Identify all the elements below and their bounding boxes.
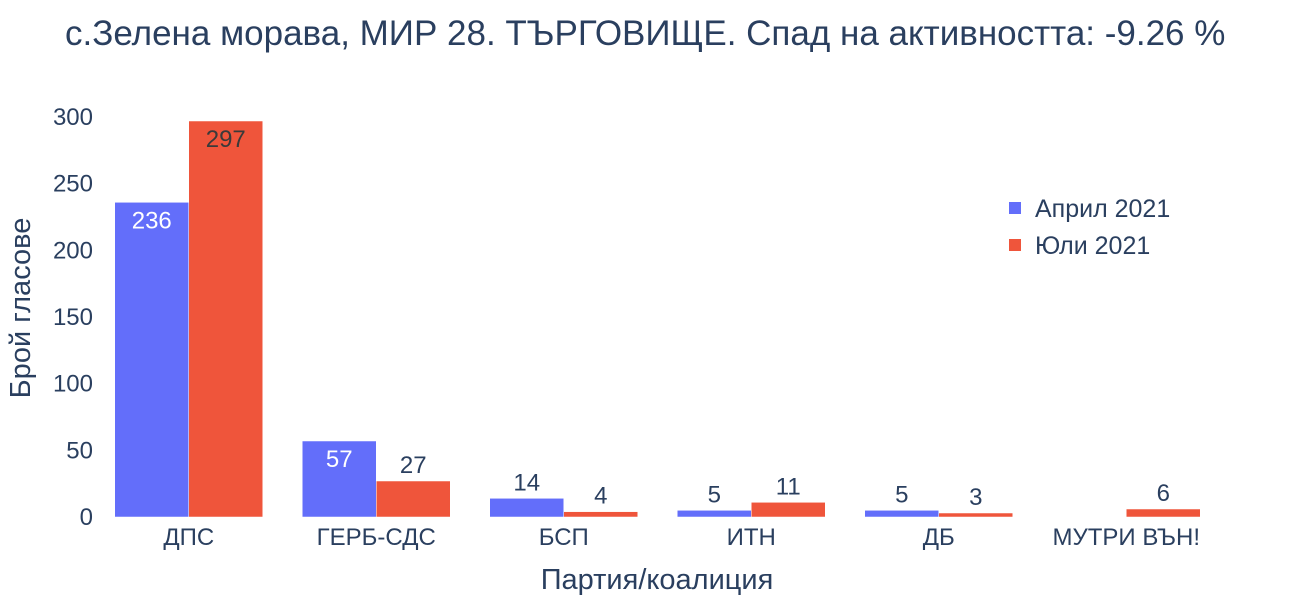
data-label: 27 — [400, 452, 427, 479]
y-tick-label: 250 — [53, 171, 93, 198]
x-tick-label: МУТРИ ВЪН! — [1053, 524, 1200, 551]
data-label: 5 — [895, 481, 908, 508]
bar — [938, 512, 1013, 518]
bar — [563, 511, 638, 518]
bar — [677, 510, 752, 518]
bar — [1126, 508, 1201, 518]
legend-label: Април 2021 — [1035, 195, 1170, 223]
bar — [864, 510, 939, 518]
data-label: 14 — [513, 469, 540, 496]
bar — [302, 440, 377, 518]
legend-label: Юли 2021 — [1035, 232, 1150, 260]
data-label: 5 — [708, 481, 721, 508]
y-axis-title: Брой гласове — [5, 218, 37, 399]
x-tick-label: ДПС — [163, 524, 214, 551]
legend-swatch — [1009, 202, 1021, 214]
data-label: 4 — [594, 483, 607, 510]
x-tick-label: БСП — [539, 524, 589, 551]
y-tick-label: 50 — [66, 437, 93, 464]
chart-title: с.Зелена морава, МИР 28. ТЪРГОВИЩЕ. Спад… — [65, 14, 1226, 53]
data-label: 297 — [206, 126, 246, 153]
data-label: 11 — [776, 473, 801, 500]
y-tick-label: 0 — [80, 504, 93, 531]
x-tick-label: ГЕРБ-СДС — [317, 524, 436, 551]
data-label: 57 — [326, 446, 353, 473]
y-tick-label: 300 — [53, 104, 93, 131]
legend-swatch — [1009, 239, 1021, 251]
bar — [489, 498, 564, 518]
y-tick-label: 150 — [53, 304, 93, 331]
bar — [114, 202, 189, 518]
x-axis-title: Партия/коалиция — [541, 564, 774, 596]
data-label: 6 — [1157, 480, 1170, 507]
x-tick-label: ДБ — [923, 524, 955, 551]
y-tick-label: 200 — [53, 237, 93, 264]
x-tick-label: ИТН — [727, 524, 776, 551]
bar — [751, 502, 826, 518]
data-label: 3 — [969, 484, 982, 511]
data-label: 236 — [132, 207, 172, 234]
bar — [188, 120, 263, 518]
bar — [376, 480, 451, 518]
y-tick-label: 100 — [53, 371, 93, 398]
